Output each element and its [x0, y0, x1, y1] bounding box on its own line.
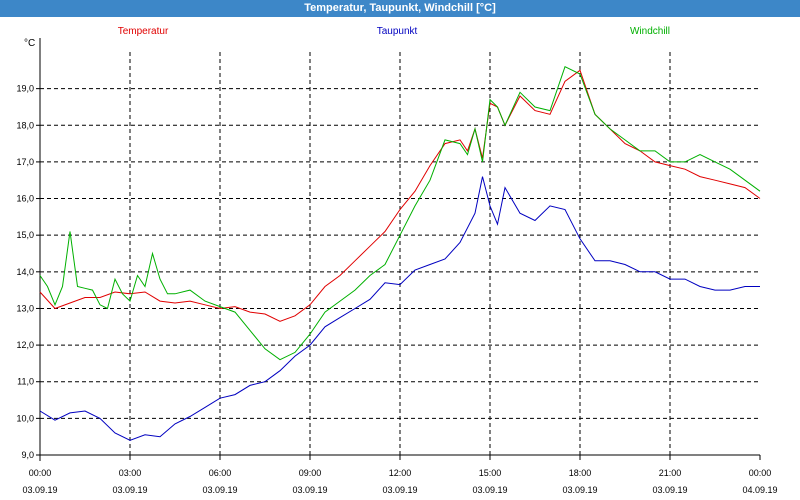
series-line-taupunkt: [39, 176, 760, 441]
y-tick-label: 10,0: [16, 413, 34, 423]
y-axis-unit: °C: [24, 38, 35, 49]
series-line-windchill: [39, 66, 761, 361]
x-tick-label-date: 03.09.19: [112, 485, 147, 495]
legend-item-taupunkt: Taupunkt: [377, 26, 418, 37]
x-tick-labels: 00:00 03.09.19 03:00 03.09.19 06:00 03.09.19 0…: [22, 468, 777, 495]
series-lines: [39, 66, 761, 441]
y-tick-label: 16,0: [16, 194, 34, 204]
legend-item-windchill: Windchill: [630, 26, 670, 37]
y-tick-label: 19,0: [16, 84, 34, 94]
x-tick-label-time: 03:00: [119, 468, 142, 478]
y-tick-label: 14,0: [16, 267, 34, 277]
y-tick-labels: 9,0 10,0 11,0 12,0 13,0 14,0 15,0 16,0 17,0 18,0 1…: [16, 84, 34, 460]
grid-lines: [40, 52, 760, 455]
x-tick-label-date: 03.09.19: [22, 485, 57, 495]
axes: [36, 38, 761, 461]
x-tick-label-date: 04.09.19: [742, 485, 777, 495]
x-tick-label-date: 03.09.19: [562, 485, 597, 495]
y-tick-label: 11,0: [17, 377, 34, 387]
x-tick-label-time: 06:00: [209, 468, 232, 478]
y-tick-label: 15,0: [16, 230, 34, 240]
x-tick-label-time: 00:00: [29, 468, 52, 478]
x-tick-label-time: 18:00: [569, 468, 592, 478]
y-tick-label: 12,0: [16, 340, 34, 350]
x-tick-label-date: 03.09.19: [292, 485, 327, 495]
x-tick-label-time: 21:00: [659, 468, 682, 478]
legend-item-temperatur: Temperatur: [118, 26, 169, 37]
series-line-temperatur: [39, 69, 761, 322]
x-tick-label-time: 12:00: [389, 468, 412, 478]
x-tick-label-date: 03.09.19: [652, 485, 687, 495]
y-tick-label: 9,0: [21, 450, 34, 460]
x-tick-label-date: 03.09.19: [202, 485, 237, 495]
x-tick-label-time: 00:00: [749, 468, 772, 478]
x-tick-label-date: 03.09.19: [382, 485, 417, 495]
x-tick-label-time: 15:00: [479, 468, 502, 478]
legend: Temperatur Taupunkt Windchill: [118, 26, 670, 37]
window-title: Temperatur, Taupunkt, Windchill [°C]: [0, 0, 800, 17]
y-tick-label: 17,0: [16, 157, 34, 167]
y-tick-label: 18,0: [16, 120, 34, 130]
x-tick-label-date: 03.09.19: [472, 485, 507, 495]
y-tick-label: 13,0: [16, 303, 34, 313]
x-tick-label-time: 09:00: [299, 468, 322, 478]
